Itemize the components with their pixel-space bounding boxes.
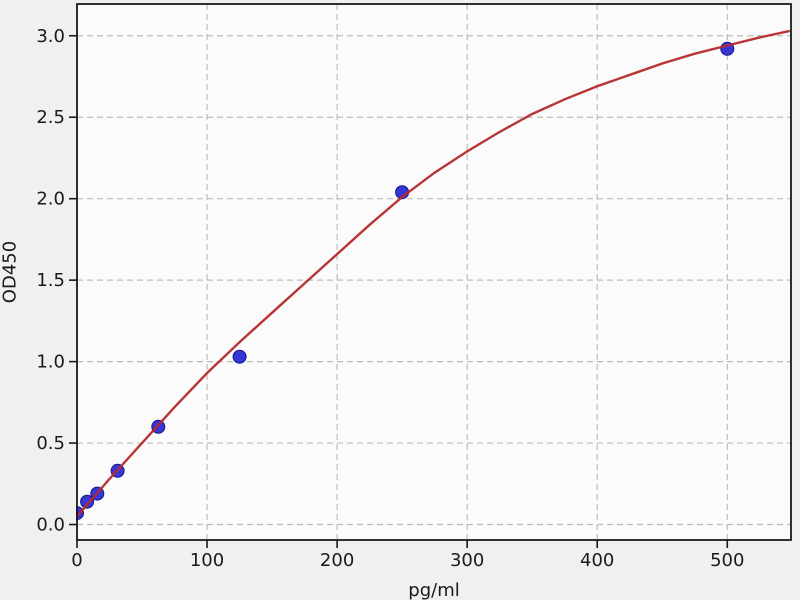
plot-border	[76, 3, 792, 541]
y-axis-tick-label: 1.0	[36, 352, 65, 373]
y-axis-tick-label: 2.5	[36, 107, 65, 128]
x-axis-tick-label: 0	[71, 550, 82, 571]
y-axis-tick-label: 0.0	[36, 515, 65, 536]
plot-area	[77, 4, 791, 540]
y-axis-tick-label: 1.5	[36, 270, 65, 291]
x-axis-tick-label: 300	[450, 550, 484, 571]
y-axis-tick-label: 3.0	[36, 26, 65, 47]
data-point	[232, 349, 247, 364]
data-layer	[76, 29, 790, 521]
x-axis-tick-label: 200	[320, 550, 354, 571]
x-axis-label: pg/ml	[408, 580, 460, 600]
y-axis-tick-label: 2.0	[36, 189, 65, 210]
y-axis-label: OD450	[0, 240, 21, 304]
x-axis-tick-label: 100	[190, 550, 224, 571]
x-axis-tick-label: 500	[710, 550, 744, 571]
x-axis-tick-label: 400	[580, 550, 614, 571]
y-axis-tick-label: 0.5	[36, 433, 65, 454]
fit-curve	[76, 29, 790, 518]
data-point	[80, 494, 95, 509]
